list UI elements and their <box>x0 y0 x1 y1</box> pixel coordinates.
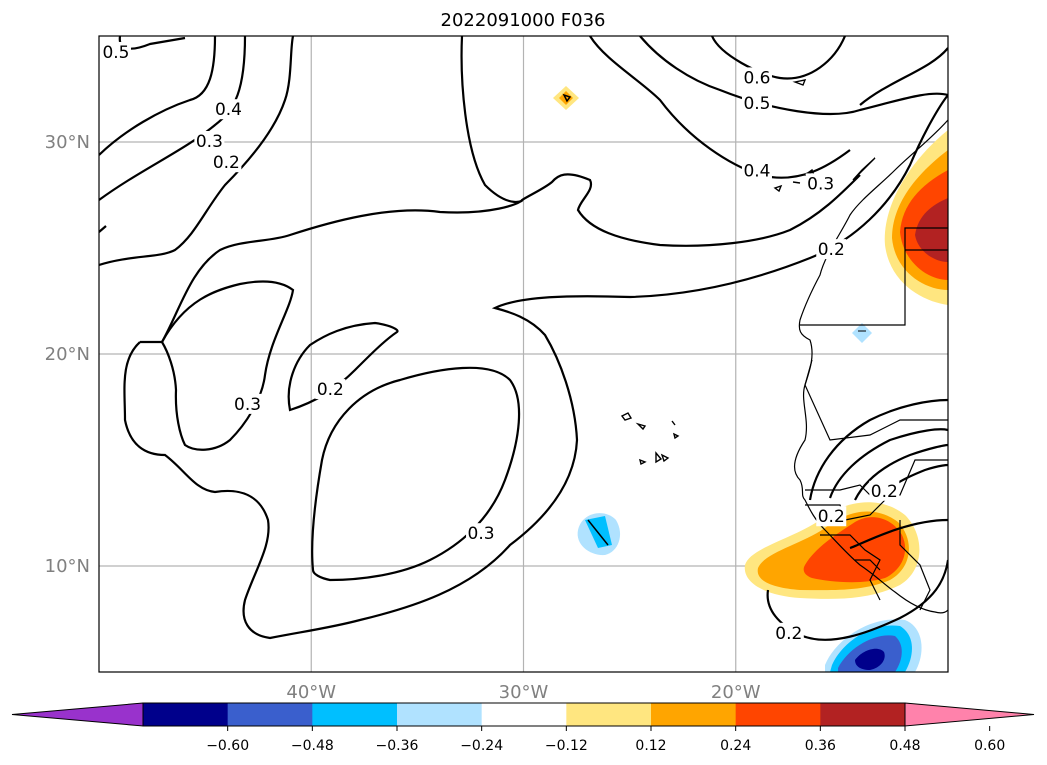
colorbar-segment-5 <box>566 703 652 726</box>
colorbar-tick-label-6: 0.24 <box>720 738 751 754</box>
cape-verde-islands <box>620 412 680 466</box>
svg-text:0.6: 0.6 <box>743 68 770 88</box>
y-tick-label-2: 10°N <box>45 556 90 577</box>
svg-text:0.2: 0.2 <box>871 482 898 502</box>
colorbar-tick-label-5: 0.12 <box>635 738 666 754</box>
border-western-sahara <box>800 227 948 326</box>
contour-label-11: 0.3 <box>466 523 497 544</box>
svg-text:0.2: 0.2 <box>317 380 344 400</box>
contour-0.2-small-loop <box>287 321 399 412</box>
colorbar-extend-high <box>904 702 1035 727</box>
colorbar-tick-label-3: −0.24 <box>460 738 503 754</box>
negative-anomaly-gulf-of-guinea <box>825 619 922 672</box>
contour-0.6-edge <box>859 47 948 106</box>
contour-label-7: 0.3 <box>805 173 836 194</box>
contour-labels: 0.50.40.30.20.60.50.40.30.20.30.20.30.20… <box>100 41 900 644</box>
colorbar-segment-8 <box>820 703 906 726</box>
contour-0.2-se-2 <box>849 518 948 550</box>
svg-text:0.3: 0.3 <box>196 132 223 152</box>
colorbar-tick-label-9: 0.60 <box>974 738 1005 754</box>
colorbar-tick-label-0: −0.60 <box>206 738 249 754</box>
colorbar-tick-label-7: 0.36 <box>805 738 836 754</box>
contour-0.2-center-north <box>460 36 524 203</box>
colorbar-tick-label-1: −0.48 <box>291 738 334 754</box>
contour-0.6-ne <box>710 36 847 80</box>
svg-text:0.2: 0.2 <box>818 240 845 260</box>
border-mauritania <box>804 359 948 441</box>
plot-frame <box>98 35 949 673</box>
colorbar-segment-1 <box>227 703 313 726</box>
contour-label-4: 0.6 <box>741 67 772 88</box>
y-tick-label-0: 30°N <box>45 132 90 153</box>
colorbar: −0.60 −0.48 −0.36 −0.24 −0.12 0.12 0.24 0.36 0.4… <box>11 702 1035 754</box>
colorbar-frame <box>142 702 906 727</box>
svg-text:0.4: 0.4 <box>743 162 770 182</box>
colorbar-tick-label-8: 0.48 <box>889 738 920 754</box>
border-sierra-leone <box>855 559 881 571</box>
contour-label-13: 0.2 <box>869 480 900 502</box>
x-tick-label-2: 20°W <box>711 682 761 703</box>
contour-label-3: 0.2 <box>211 152 242 173</box>
contour-label-0: 0.5 <box>100 41 131 63</box>
contour-label-9: 0.3 <box>232 393 263 415</box>
colorbar-segment-0 <box>143 703 229 726</box>
africa-coastline <box>793 119 948 614</box>
contour-lines <box>99 36 948 641</box>
contour-label-5: 0.5 <box>741 92 772 114</box>
negative-anomaly-small <box>852 323 872 343</box>
contour-label-8: 0.2 <box>816 239 847 260</box>
contour-label-14: 0.2 <box>816 506 847 527</box>
contour-0.2-main <box>123 94 948 640</box>
contour-label-1: 0.4 <box>213 99 244 120</box>
contour-0.2-nw <box>99 36 295 267</box>
chart-title: 2022091000 F036 <box>441 10 606 31</box>
svg-text:0.5: 0.5 <box>743 94 770 114</box>
colorbar-segment-4 <box>481 703 567 726</box>
colorbar-segment-6 <box>651 703 737 726</box>
contour-label-10: 0.2 <box>315 379 346 400</box>
x-tick-label-1: 30°W <box>499 682 549 703</box>
contour-0.5-ne <box>639 36 948 115</box>
colorbar-segment-3 <box>397 703 483 726</box>
colorbar-segment-2 <box>312 703 398 726</box>
svg-text:0.4: 0.4 <box>215 100 242 120</box>
x-tick-label-0: 40°W <box>286 682 336 703</box>
axis-ticks: 40°W 30°W 20°W 30°N 20°N 10°N <box>45 132 761 703</box>
contour-0.4-ne <box>589 36 851 179</box>
colorbar-extend-low <box>11 702 144 727</box>
colorbar-segment-7 <box>735 703 821 726</box>
contour-0.3-se <box>828 428 948 499</box>
contour-0.3-west-loop <box>161 280 295 451</box>
contour-tiny-pos <box>562 93 572 103</box>
colorbar-tick-label-4: −0.12 <box>545 738 588 754</box>
svg-text:0.3: 0.3 <box>468 524 495 544</box>
contour-label-12: 0.2 <box>773 622 804 644</box>
contour-0.4-se <box>854 443 948 501</box>
contour-label-6: 0.4 <box>741 160 772 182</box>
border-guinea <box>820 534 881 601</box>
svg-text:0.2: 0.2 <box>213 153 240 173</box>
svg-text:0.3: 0.3 <box>234 395 261 415</box>
gridlines <box>99 36 948 672</box>
plot-area <box>99 36 948 672</box>
svg-text:0.5: 0.5 <box>102 43 129 63</box>
contour-0.2-se-1 <box>808 398 948 501</box>
positive-anomaly-west-africa <box>744 502 920 599</box>
y-tick-label-1: 20°N <box>45 344 90 365</box>
colorbar-tick-label-2: −0.36 <box>376 738 419 754</box>
contour-label-2: 0.3 <box>194 131 225 152</box>
svg-text:0.2: 0.2 <box>818 507 845 527</box>
contour-edge-fragment <box>99 225 107 233</box>
positive-anomaly-northeast <box>884 130 948 305</box>
contour-0.3-nw <box>99 36 247 201</box>
svg-text:0.3: 0.3 <box>807 174 834 194</box>
contour-0.3-central-loop <box>311 366 521 582</box>
svg-text:0.2: 0.2 <box>775 624 802 644</box>
contour-tiny-neg <box>587 519 609 546</box>
border-ivory-coast <box>899 520 931 611</box>
contour-0.4-nw <box>99 36 217 156</box>
contour-0.2-south <box>766 559 948 641</box>
